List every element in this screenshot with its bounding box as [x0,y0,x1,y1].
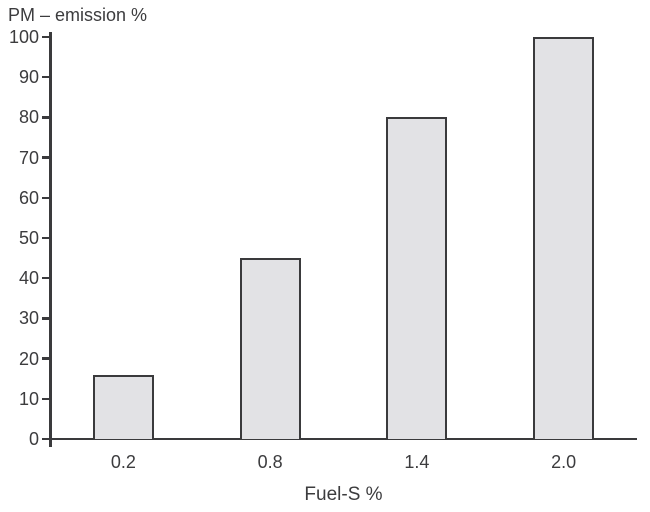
y-tick-mark [42,397,51,401]
y-tick-mark [42,156,51,159]
x-tick-label: 0.8 [257,452,283,472]
y-tick-label: 40 [18,268,39,289]
x-axis-title: Fuel-S % [304,484,383,505]
x-tick-label: 2.0 [551,452,577,472]
y-tick-mark [42,196,51,200]
y-tick-label: 100 [8,27,39,47]
y-tick-mark [42,276,51,280]
bar-2.0 [533,37,595,439]
x-axis-line [50,437,637,441]
x-tick-label: 1.4 [404,452,430,472]
plot-area: 0 10 20 30 40 50 60 70 80 90 100 0.2 0.8 1.4 2.0 Fuel… [9,27,637,505]
y-tick-label: 30 [18,308,39,329]
y-tick-mark [42,116,51,119]
x-tick-label: 0.2 [110,452,136,472]
bar-1.4 [386,117,448,439]
bar-0.8 [239,258,301,439]
y-tick-mark [42,35,51,39]
bar-0.2 [92,374,154,439]
y-tick-label: 50 [18,228,39,248]
y-tick-label: 80 [18,107,39,128]
y-tick-label: 0 [28,429,39,449]
y-axis-title: PM – emission % [8,5,148,25]
y-tick-mark [42,437,51,441]
y-tick-mark [42,236,51,240]
y-tick-label: 10 [18,388,39,409]
y-tick-label: 90 [18,67,39,88]
y-tick-mark [42,357,51,360]
y-tick-mark [42,75,51,79]
y-axis-line [49,32,52,447]
y-tick-label: 60 [18,187,39,208]
y-tick-mark [42,317,51,320]
y-tick-label: 70 [18,147,39,168]
y-tick-label: 20 [18,348,39,369]
